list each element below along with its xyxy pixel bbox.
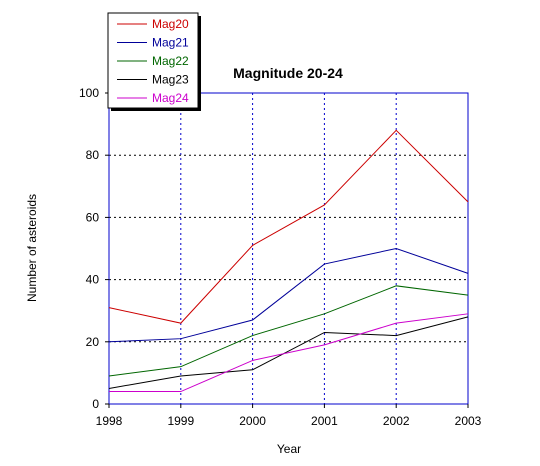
x-tick-label: 2000 xyxy=(239,414,266,428)
plot-area xyxy=(108,92,469,405)
series-line-mag22 xyxy=(108,285,469,377)
y-tick-label: 0 xyxy=(92,397,99,411)
legend-label: Mag21 xyxy=(152,36,189,50)
series-line-mag23 xyxy=(108,316,469,389)
x-tick-label: 1999 xyxy=(167,414,194,428)
x-axis-title: Year xyxy=(277,442,301,456)
legend-label: Mag24 xyxy=(152,91,189,105)
legend: Mag20 Mag21 Mag22 Mag23 Mag24 xyxy=(107,12,201,111)
y-tick-label: 80 xyxy=(86,148,100,162)
series-lines xyxy=(108,129,469,393)
y-tick-label: 100 xyxy=(79,86,99,100)
legend-label: Mag20 xyxy=(152,17,189,31)
series-line-mag20 xyxy=(108,129,469,324)
legend-label: Mag22 xyxy=(152,54,189,68)
x-tick-label: 2003 xyxy=(455,414,482,428)
x-tick-label: 2001 xyxy=(311,414,338,428)
y-axis-ticks: 0 20 40 60 80 100 xyxy=(79,86,109,411)
grid-lines xyxy=(109,93,468,404)
x-tick-label: 2002 xyxy=(383,414,410,428)
y-axis-title: Number of asteroids xyxy=(25,194,39,302)
y-tick-label: 20 xyxy=(86,335,100,349)
series-line-mag21 xyxy=(108,247,469,343)
y-tick-label: 60 xyxy=(86,210,100,224)
x-tick-label: 1998 xyxy=(96,414,123,428)
chart-title: Magnitude 20-24 xyxy=(233,65,343,81)
x-axis-ticks: 1998 1999 2000 2001 2002 2003 xyxy=(96,404,482,428)
series-line-mag24 xyxy=(109,313,469,393)
y-tick-label: 40 xyxy=(86,273,100,287)
legend-label: Mag23 xyxy=(152,73,189,87)
